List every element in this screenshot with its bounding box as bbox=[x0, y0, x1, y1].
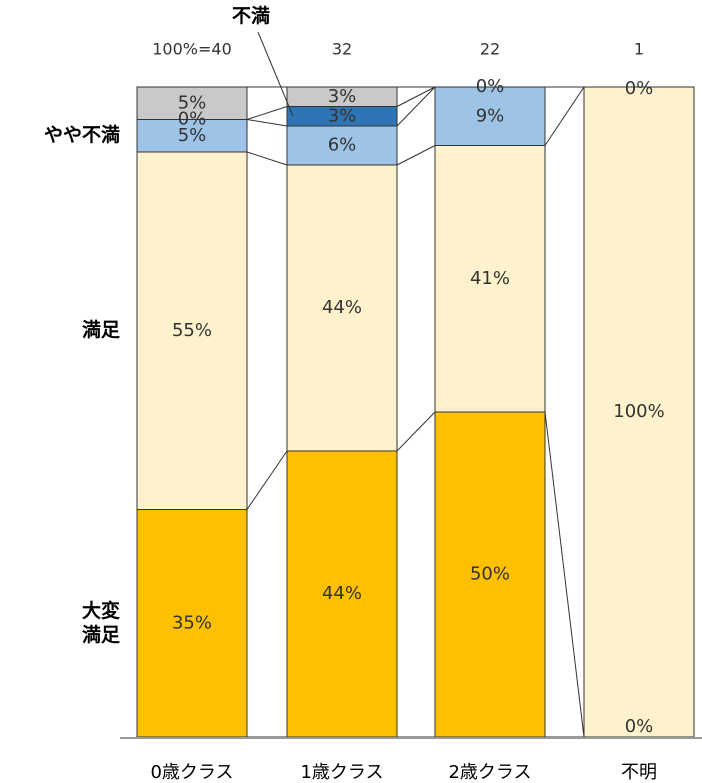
connector bbox=[246, 106, 288, 120]
value-label: 5% bbox=[178, 92, 207, 113]
value-label: 9% bbox=[476, 105, 505, 126]
value-label: 55% bbox=[172, 320, 212, 341]
connector bbox=[544, 86, 585, 146]
x-tick-label: 1歳クラス bbox=[300, 762, 383, 783]
value-label: 0% bbox=[625, 716, 654, 737]
bar-segment bbox=[136, 86, 248, 120]
value-label: 100% bbox=[613, 401, 664, 422]
connector bbox=[246, 119, 288, 127]
bar-segment bbox=[286, 450, 398, 738]
value-label: 3% bbox=[328, 105, 357, 126]
series-name: やや不満 bbox=[43, 124, 120, 147]
leader-line bbox=[257, 31, 294, 117]
value-label: 44% bbox=[322, 297, 362, 318]
total-label: 100%=40 bbox=[152, 40, 232, 59]
connector bbox=[396, 86, 436, 107]
total-label: 32 bbox=[332, 40, 352, 59]
bar-segment bbox=[434, 86, 546, 146]
connector bbox=[396, 145, 436, 166]
series-name: 不満 bbox=[232, 5, 271, 27]
bar-segment bbox=[136, 119, 248, 153]
bar-segment bbox=[583, 86, 695, 738]
value-label: 50% bbox=[470, 564, 510, 585]
value-label: 5% bbox=[178, 125, 207, 146]
connector bbox=[396, 411, 436, 452]
x-tick-label: 0歳クラス bbox=[150, 762, 233, 783]
bar-segment bbox=[136, 151, 248, 510]
bar-segment bbox=[434, 411, 546, 738]
bar-segment bbox=[286, 86, 398, 107]
value-label: 0% bbox=[178, 109, 207, 130]
value-label: 6% bbox=[328, 135, 357, 156]
bar-segment bbox=[286, 125, 398, 166]
series-name: 満足 bbox=[81, 319, 120, 342]
x-tick-label: 不明 bbox=[621, 762, 657, 783]
value-label: 0% bbox=[625, 78, 654, 99]
bar-segment bbox=[136, 509, 248, 738]
bar-segment bbox=[286, 164, 398, 452]
value-label: 0% bbox=[476, 76, 505, 97]
x-tick-label: 2歳クラス bbox=[448, 762, 531, 783]
value-label: 3% bbox=[328, 86, 357, 107]
value-label: 41% bbox=[470, 268, 510, 289]
value-label: 35% bbox=[172, 612, 212, 633]
series-name: 大変 満足 bbox=[81, 599, 120, 647]
connector bbox=[396, 86, 436, 127]
total-label: 1 bbox=[634, 40, 644, 59]
bar-segment bbox=[434, 145, 546, 413]
value-label: 44% bbox=[322, 583, 362, 604]
connector bbox=[246, 151, 288, 166]
connector bbox=[246, 450, 288, 510]
total-label: 22 bbox=[480, 40, 500, 59]
connector bbox=[544, 411, 585, 738]
